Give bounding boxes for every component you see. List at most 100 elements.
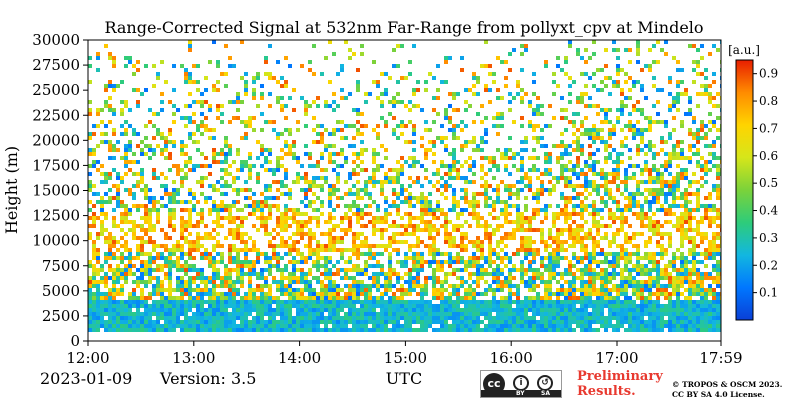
heatmap-cell: [548, 272, 552, 276]
heatmap-cell: [380, 268, 384, 272]
heatmap-cell: [708, 300, 712, 304]
heatmap-cell: [512, 96, 516, 100]
heatmap-cell: [284, 304, 288, 308]
heatmap-cell: [540, 276, 544, 280]
heatmap-cell: [412, 232, 416, 236]
heatmap-cell: [464, 208, 468, 212]
heatmap-cell: [348, 296, 352, 300]
heatmap-cell: [616, 108, 620, 112]
heatmap-cell: [332, 272, 336, 276]
heatmap-cell: [612, 264, 616, 268]
heatmap-cell: [332, 192, 336, 196]
heatmap-cell: [240, 264, 244, 268]
heatmap-cell: [500, 212, 504, 216]
heatmap-cell: [192, 120, 196, 124]
heatmap-cell: [328, 288, 332, 292]
heatmap-cell: [164, 188, 168, 192]
heatmap-cell: [288, 288, 292, 292]
heatmap-cell: [276, 220, 280, 224]
heatmap-cell: [404, 140, 408, 144]
heatmap-cell: [616, 244, 620, 248]
heatmap-cell: [660, 248, 664, 252]
heatmap-cell: [388, 100, 392, 104]
heatmap-cell: [532, 168, 536, 172]
heatmap-cell: [712, 232, 716, 236]
heatmap-cell: [256, 140, 260, 144]
heatmap-cell: [280, 312, 284, 316]
heatmap-cell: [652, 312, 656, 316]
heatmap-cell: [612, 308, 616, 312]
heatmap-cell: [356, 172, 360, 176]
heatmap-cell: [524, 248, 528, 252]
heatmap-cell: [240, 300, 244, 304]
heatmap-cell: [644, 252, 648, 256]
heatmap-cell: [660, 180, 664, 184]
heatmap-cell: [576, 232, 580, 236]
heatmap-cell: [172, 180, 176, 184]
heatmap-cell: [196, 148, 200, 152]
heatmap-cell: [604, 236, 608, 240]
heatmap-cell: [716, 276, 720, 280]
heatmap-cell: [492, 72, 496, 76]
heatmap-cell: [696, 192, 700, 196]
heatmap-cell: [600, 120, 604, 124]
heatmap-cell: [132, 72, 136, 76]
heatmap-cell: [604, 184, 608, 188]
heatmap-cell: [268, 152, 272, 156]
heatmap-cell: [636, 312, 640, 316]
heatmap-cell: [172, 288, 176, 292]
heatmap-cell: [152, 224, 156, 228]
heatmap-cell: [332, 132, 336, 136]
heatmap-cell: [424, 152, 428, 156]
heatmap-cell: [460, 56, 464, 60]
heatmap-cell: [404, 188, 408, 192]
heatmap-cell: [412, 128, 416, 132]
heatmap-cell: [360, 52, 364, 56]
heatmap-cell: [604, 232, 608, 236]
heatmap-cell: [612, 300, 616, 304]
heatmap-cell: [564, 228, 568, 232]
heatmap-cell: [640, 68, 644, 72]
heatmap-cell: [452, 204, 456, 208]
heatmap-cell: [604, 256, 608, 260]
heatmap-cell: [148, 224, 152, 228]
heatmap-cell: [664, 268, 668, 272]
heatmap-cell: [492, 272, 496, 276]
heatmap-cell: [684, 280, 688, 284]
heatmap-cell: [368, 292, 372, 296]
heatmap-cell: [300, 252, 304, 256]
heatmap-cell: [508, 272, 512, 276]
heatmap-cell: [620, 108, 624, 112]
heatmap-cell: [604, 296, 608, 300]
heatmap-cell: [552, 72, 556, 76]
heatmap-cell: [716, 252, 720, 256]
heatmap-cell: [592, 248, 596, 252]
heatmap-cell: [372, 296, 376, 300]
heatmap-cell: [324, 144, 328, 148]
heatmap-cell: [636, 248, 640, 252]
heatmap-cell: [308, 156, 312, 160]
heatmap-cell: [364, 284, 368, 288]
heatmap-cell: [356, 84, 360, 88]
heatmap-cell: [560, 292, 564, 296]
heatmap-cell: [584, 60, 588, 64]
heatmap-cell: [144, 208, 148, 212]
heatmap-cell: [112, 300, 116, 304]
heatmap-cell: [624, 124, 628, 128]
heatmap-cell: [480, 216, 484, 220]
heatmap-cell: [416, 292, 420, 296]
heatmap-cell: [212, 308, 216, 312]
heatmap-cell: [400, 76, 404, 80]
heatmap-cell: [492, 208, 496, 212]
heatmap-cell: [136, 104, 140, 108]
heatmap-cell: [540, 272, 544, 276]
heatmap-cell: [604, 160, 608, 164]
heatmap-cell: [108, 96, 112, 100]
heatmap-cell: [656, 88, 660, 92]
heatmap-cell: [444, 172, 448, 176]
heatmap-cell: [460, 68, 464, 72]
heatmap-cell: [92, 212, 96, 216]
heatmap-cell: [524, 252, 528, 256]
heatmap-cell: [140, 296, 144, 300]
heatmap-cell: [184, 116, 188, 120]
